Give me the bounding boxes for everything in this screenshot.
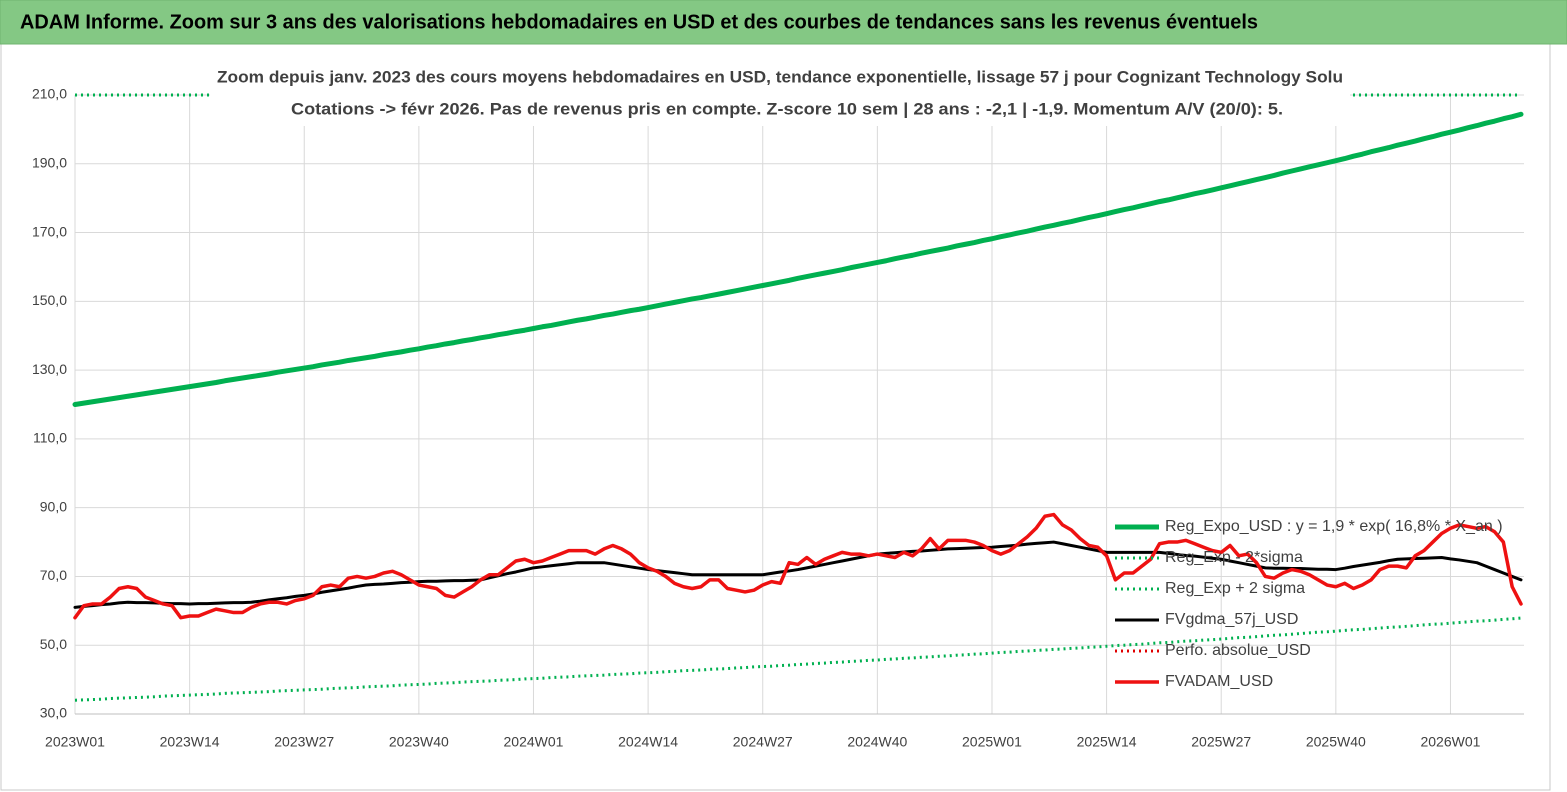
legend-label: Perfo. absolue_USD: [1165, 642, 1311, 659]
x-tick-label: 2023W27: [274, 734, 334, 750]
x-tick-label: 2023W14: [160, 734, 220, 750]
x-tick-label: 2023W01: [45, 734, 105, 750]
y-tick-label: 90,0: [40, 498, 67, 514]
legend-label: Reg_Exp - 2*sigma: [1165, 549, 1303, 566]
x-tick-label: 2025W01: [962, 734, 1022, 750]
series-line: [72, 111, 1524, 407]
title-box: [210, 62, 1350, 126]
y-tick-label: 30,0: [40, 705, 67, 721]
x-tick-label: 2024W01: [504, 734, 564, 750]
x-tick-label: 2026W01: [1420, 734, 1480, 750]
chart-area: [0, 43, 1551, 791]
x-tick-label: 2024W40: [847, 734, 907, 750]
y-tick-label: 170,0: [32, 223, 67, 239]
series-line: [74, 616, 1522, 702]
series-line: [73, 512, 1523, 620]
x-tick-label: 2024W27: [733, 734, 793, 750]
legend-label: FVgdma_57j_USD: [1165, 611, 1298, 628]
y-tick-label: 190,0: [32, 154, 67, 170]
y-tick-label: 110,0: [33, 430, 67, 446]
legend-label: Reg_Expo_USD : y = 1,9 * exp( 16,8% * X_…: [1165, 518, 1503, 535]
chart-subtitle: Cotations -> févr 2026. Pas de revenus p…: [291, 99, 1283, 118]
x-tick-label: 2025W27: [1191, 734, 1251, 750]
legend: Reg_Expo_USD : y = 1,9 * exp( 16,8% * X_…: [1115, 518, 1503, 690]
x-tick-label: 2025W40: [1306, 734, 1366, 750]
page-title: ADAM Informe. Zoom sur 3 ans des valoris…: [20, 11, 1258, 33]
chart-title: Zoom depuis janv. 2023 des cours moyens …: [217, 67, 1343, 86]
y-tick-label: 70,0: [40, 567, 67, 583]
y-tick-label: 130,0: [32, 361, 67, 377]
y-tick-label: 150,0: [32, 292, 67, 308]
y-tick-label: 50,0: [40, 636, 67, 652]
y-tick-label: 210,0: [32, 86, 67, 102]
x-tick-label: 2024W14: [618, 734, 678, 750]
legend-label: FVADAM_USD: [1165, 673, 1273, 690]
x-tick-label: 2023W40: [389, 734, 449, 750]
banner: [0, 0, 1567, 45]
x-tick-label: 2025W14: [1077, 734, 1137, 750]
legend-label: Reg_Exp + 2 sigma: [1165, 580, 1305, 597]
